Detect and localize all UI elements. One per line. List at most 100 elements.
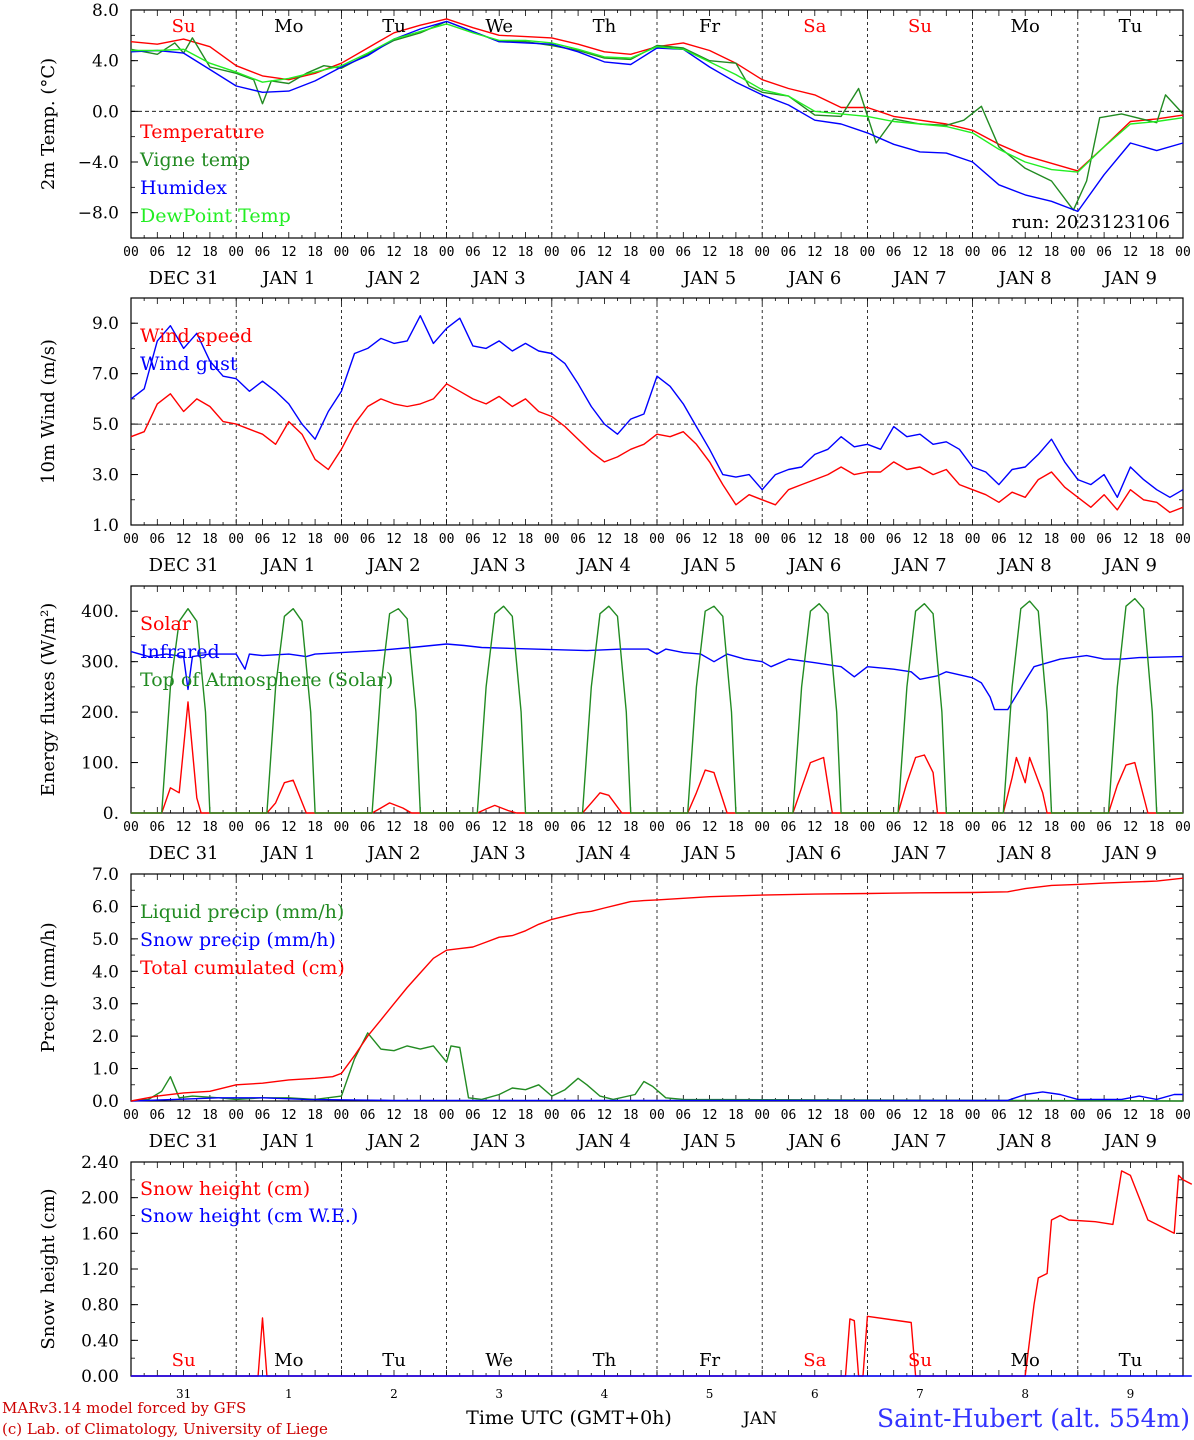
day-number-label: 3 (495, 1387, 503, 1401)
hour-tick-label: 06 (255, 245, 271, 260)
date-label: JAN 4 (576, 843, 631, 864)
hour-tick-label: 00 (228, 1108, 244, 1123)
y-axis-label: Snow height (cm) (38, 1188, 59, 1349)
weekday-label: Th (593, 1350, 617, 1371)
hour-tick-label: 12 (1123, 532, 1139, 547)
hour-tick-label: 06 (360, 245, 376, 260)
hour-tick-label: 12 (386, 245, 402, 260)
hour-tick-label: 06 (360, 820, 376, 835)
y-tick-label: 1.20 (81, 1260, 119, 1280)
date-label: DEC 31 (149, 555, 219, 576)
hour-tick-label: 18 (307, 532, 323, 547)
hour-tick-label: 06 (1096, 532, 1112, 547)
y-tick-label: 8.0 (92, 1, 119, 21)
y-tick-label: 0. (103, 804, 119, 824)
hour-tick-label: 06 (886, 532, 902, 547)
chart-panel-1: 8.0 4.0 0.0 −4.0 −8.0 2m Temp. (°C) Temperatur… (38, 1, 1191, 289)
chart-panel-4: 7.0 6.0 5.0 4.0 3.0 2.0 1.0 0.0 Precip (mm/h) Liq… (38, 865, 1191, 1152)
y-tick-label: 5.0 (92, 415, 119, 435)
hour-tick-label: 06 (465, 1108, 481, 1123)
hour-tick-label: 00 (334, 532, 350, 547)
hour-tick-label: 18 (623, 245, 639, 260)
hour-tick-label: 00 (965, 532, 981, 547)
hour-tick-label: 12 (386, 1108, 402, 1123)
date-label: JAN 1 (260, 268, 315, 289)
hour-tick-label: 18 (307, 245, 323, 260)
hour-tick-label: 00 (1070, 1108, 1086, 1123)
hour-tick-label: 18 (202, 820, 218, 835)
hour-tick-label: 00 (1070, 532, 1086, 547)
hour-tick-label: 12 (912, 820, 928, 835)
hour-tick-label: 06 (465, 245, 481, 260)
hour-tick-label: 18 (938, 1108, 954, 1123)
hour-tick-label: 12 (281, 245, 297, 260)
date-label: JAN 7 (891, 843, 946, 864)
date-label: DEC 31 (149, 843, 219, 864)
hour-tick-label: 00 (228, 245, 244, 260)
hour-tick-label: 06 (570, 532, 586, 547)
hour-tick-label: 18 (623, 1108, 639, 1123)
hour-tick-label: 06 (675, 1108, 691, 1123)
hour-tick-label: 18 (938, 820, 954, 835)
weekday-label: Sa (803, 1350, 826, 1371)
hour-tick-label: 06 (781, 820, 797, 835)
y-axis-label: Precip (mm/h) (38, 922, 59, 1052)
weekday-label: Fr (699, 1350, 720, 1371)
hour-tick-label: 06 (360, 1108, 376, 1123)
hour-tick-label: 12 (912, 1108, 928, 1123)
hour-tick-label: 00 (439, 820, 455, 835)
hour-tick-label: 00 (860, 245, 876, 260)
chart-panel-3: 400. 300. 200. 100. 0. Energy fluxes (W/m²) So… (38, 585, 1191, 864)
weekday-label: Su (908, 16, 932, 37)
hour-tick-label: 18 (412, 532, 428, 547)
series-line-humidex (130, 20, 1184, 213)
day-number-label: 2 (390, 1387, 398, 1401)
y-tick-label: 1.0 (92, 516, 119, 536)
day-number-label: 4 (601, 1387, 609, 1401)
y-tick-label: 6.0 (92, 897, 119, 917)
hour-tick-label: 12 (597, 532, 613, 547)
date-label: JAN 2 (365, 268, 420, 289)
legend-entry: Snow height (cm W.E.) (140, 1205, 358, 1227)
weekday-label: Th (593, 16, 617, 37)
hour-tick-label: 06 (570, 1108, 586, 1123)
legend-entry: Solar (140, 613, 192, 635)
hour-tick-label: 12 (491, 820, 507, 835)
hour-tick-label: 00 (1070, 820, 1086, 835)
date-label: JAN 2 (365, 1131, 420, 1152)
hour-tick-label: 00 (228, 532, 244, 547)
series-line-top-of-atmosphere-solar- (131, 597, 1183, 814)
y-tick-label: 400. (81, 602, 119, 622)
hour-tick-label: 00 (334, 820, 350, 835)
hour-tick-label: 12 (1017, 820, 1033, 835)
chart-panel-2: 9.0 7.0 5.0 3.0 1.0 10m Wind (m/s) Wind speed W… (38, 297, 1191, 576)
y-tick-label: 1.60 (81, 1224, 119, 1244)
y-tick-label: 7.0 (92, 865, 119, 885)
hour-tick-label: 12 (281, 820, 297, 835)
hour-tick-label: 12 (597, 820, 613, 835)
hour-tick-label: 00 (1175, 1108, 1191, 1123)
y-tick-label: 200. (81, 703, 119, 723)
hour-tick-label: 18 (1044, 532, 1060, 547)
date-label: DEC 31 (149, 1131, 219, 1152)
hour-tick-label: 12 (491, 532, 507, 547)
hour-tick-label: 00 (965, 245, 981, 260)
date-label: JAN 3 (471, 843, 526, 864)
hour-tick-label: 00 (228, 820, 244, 835)
time-axis-title: Time UTC (GMT+0h) (466, 1407, 672, 1429)
hour-tick-label: 18 (202, 1108, 218, 1123)
day-number-label: 31 (176, 1387, 191, 1401)
hour-tick-label: 06 (675, 532, 691, 547)
hour-tick-label: 00 (439, 1108, 455, 1123)
chart-panel-5: 2.40 2.00 1.60 1.20 0.80 0.40 0.00 Snow height … (38, 1153, 1193, 1401)
series-line-liquid-precip-mm-h- (130, 1032, 1184, 1102)
legend-entry: DewPoint Temp (140, 205, 291, 227)
hour-tick-label: 12 (702, 245, 718, 260)
weekday-label: Sa (803, 16, 826, 37)
hour-tick-label: 12 (1017, 1108, 1033, 1123)
date-label: JAN 7 (891, 555, 946, 576)
hour-tick-label: 06 (991, 532, 1007, 547)
y-axis-label: 2m Temp. (°C) (38, 58, 59, 190)
hour-tick-label: 06 (149, 245, 165, 260)
hour-tick-label: 18 (307, 820, 323, 835)
